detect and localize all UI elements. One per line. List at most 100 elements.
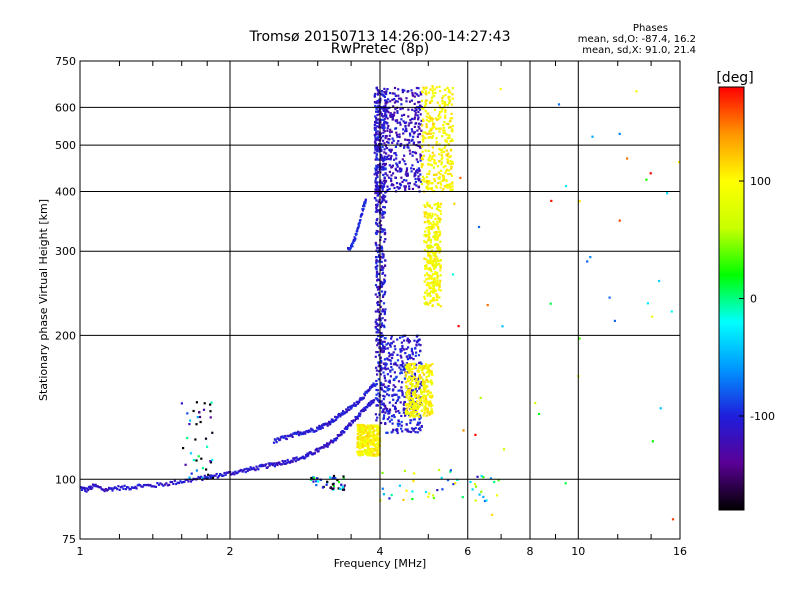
data-point [383,158,386,161]
data-point [404,186,407,190]
data-point [416,168,419,171]
data-point [249,466,252,469]
data-point [422,86,425,89]
data-point [441,108,444,111]
data-point [375,452,378,455]
data-point [418,387,421,390]
data-point [402,362,405,365]
data-point [279,438,282,441]
data-point [195,469,198,472]
y-tick-label: 600 [55,101,76,114]
data-point [386,129,389,132]
data-point [423,381,426,384]
data-point [385,135,388,138]
data-point [432,132,435,135]
data-point [421,175,424,178]
data-point [422,140,425,143]
data-point [375,260,378,263]
phases-mean-x: mean, sd,X: 91.0, 21.4 [582,45,696,56]
data-point [358,414,361,418]
data-point [389,362,393,365]
data-point [381,310,384,313]
data-point [432,92,435,95]
data-point [378,98,381,101]
data-point [377,331,380,334]
data-point [132,486,135,489]
data-point [375,219,378,222]
data-point [383,105,386,108]
data-point [424,240,427,243]
data-point [376,223,379,226]
data-point [410,419,413,422]
data-point [402,411,405,414]
data-point [374,127,377,130]
data-point [424,205,427,209]
data-point [403,348,406,351]
data-point [428,287,431,290]
x-tick-label: 10 [571,545,585,558]
data-point [406,339,409,342]
data-point [433,160,436,163]
data-point [447,169,450,172]
data-point [448,134,451,137]
data-point [413,415,416,418]
data-point [408,363,411,366]
data-point [424,291,427,294]
data-point [418,141,421,144]
data-point [418,413,421,416]
data-point [340,483,343,486]
data-point [438,85,441,88]
data-point [400,424,403,427]
data-point [418,415,421,418]
data-point [401,346,404,350]
data-point [126,486,129,489]
data-point [416,403,419,406]
data-point [429,88,432,91]
data-point [382,402,385,405]
data-point [390,115,393,118]
data-point [408,122,411,125]
data-point [421,134,424,137]
data-point [422,378,425,381]
data-point [434,162,437,165]
data-point [429,238,433,241]
data-point [386,188,389,191]
data-point [204,437,208,440]
data-point [438,147,441,151]
data-point [374,121,377,124]
data-point [425,179,428,182]
data-point [405,172,408,175]
data-point [377,370,381,373]
data-point [438,219,441,222]
data-point [172,482,175,485]
data-point [389,370,392,373]
data-point [372,432,375,435]
data-point [387,141,390,144]
data-point [412,393,415,396]
data-point [382,160,385,163]
data-point [422,380,425,383]
data-point [380,359,383,363]
data-point [179,480,182,483]
data-point [377,341,380,344]
data-point [428,244,431,247]
data-point [382,310,385,313]
data-point [380,224,383,227]
data-point [421,124,424,127]
data-point [340,433,343,436]
data-point [390,177,393,180]
data-point [377,444,380,447]
data-point [202,408,206,411]
data-point [431,404,434,407]
data-point [388,138,391,141]
data-point [391,415,394,418]
data-point [192,459,195,462]
data-point [373,133,376,136]
data-point [411,164,414,167]
data-point [350,407,353,410]
data-point [408,430,411,433]
data-point [394,401,397,404]
data-point [398,389,401,392]
data-point [427,277,430,280]
data-point [421,150,424,153]
